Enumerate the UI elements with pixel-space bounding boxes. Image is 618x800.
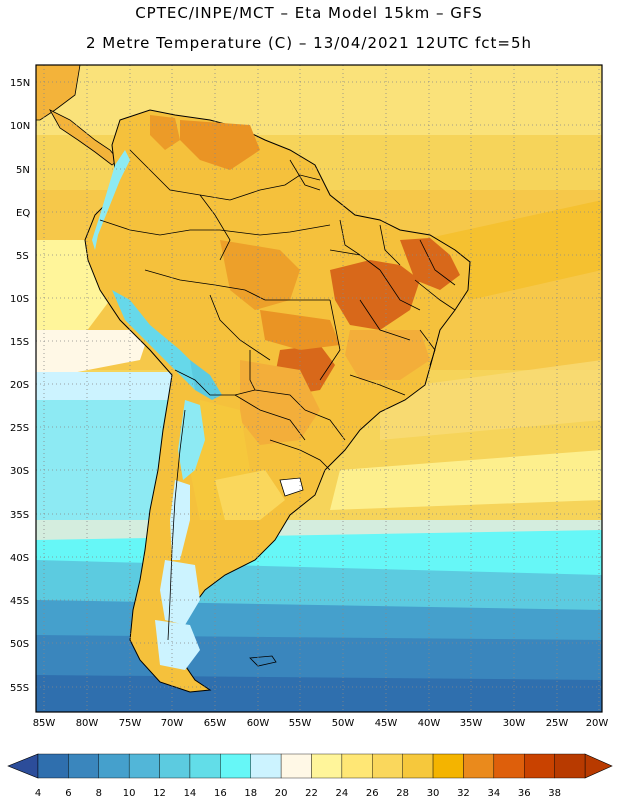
legend-label: 26	[366, 788, 379, 799]
legend-swatch	[159, 753, 191, 779]
legend-label: 14	[184, 788, 197, 799]
legend-swatch	[220, 753, 251, 779]
map-area	[36, 65, 602, 712]
lat-label: 50S	[10, 639, 29, 650]
legend-label: 22	[305, 788, 318, 799]
legend-label: 36	[518, 788, 531, 799]
lon-label: 65W	[204, 718, 227, 729]
lat-label: 15S	[10, 337, 29, 348]
legend-swatch	[463, 753, 495, 779]
legend-swatch	[98, 753, 130, 779]
lat-label: EQ	[16, 208, 30, 219]
legend-swatch	[341, 753, 373, 779]
legend-label: 30	[427, 788, 440, 799]
legend-swatch	[189, 753, 221, 779]
legend-swatch	[372, 753, 403, 779]
lat-label: 10S	[10, 294, 29, 305]
legend-label: 8	[96, 788, 102, 799]
legend-label: 28	[396, 788, 409, 799]
legend-swatch	[432, 753, 464, 779]
andes-cold-strip	[92, 150, 130, 250]
color-legend: 4 6 8 10 12 14 16 18 20 22 24 26 28 30 32 34 36 38	[7, 753, 613, 799]
legend-label: 16	[214, 788, 227, 799]
legend-swatch	[280, 753, 312, 779]
legend-label: 12	[153, 788, 166, 799]
lat-label: 40S	[10, 553, 29, 564]
legend-swatch	[493, 753, 525, 779]
legend-swatch	[37, 753, 69, 779]
lat-label: 45S	[10, 596, 29, 607]
lon-label: 25W	[546, 718, 569, 729]
country-borders	[99, 149, 456, 641]
lon-label: 40W	[418, 718, 441, 729]
legend-label: 6	[65, 788, 71, 799]
lon-label: 50W	[332, 718, 355, 729]
lon-label: 30W	[503, 718, 526, 729]
legend-swatch	[68, 753, 99, 779]
lon-label: 55W	[289, 718, 312, 729]
lat-label: 10N	[10, 121, 30, 132]
legend-arrow-right	[584, 753, 613, 779]
lon-label: 45W	[375, 718, 398, 729]
lon-label: 20W	[586, 718, 609, 729]
lat-label: 15N	[10, 78, 30, 89]
title-line-1: CPTEC/INPE/MCT – Eta Model 15km – GFS	[135, 4, 483, 22]
lat-labels: 15N 10N 5N EQ 5S 10S 15S 20S 25S 30S 35S…	[10, 78, 30, 694]
lon-labels: 85W 80W 75W 70W 65W 60W 55W 50W 45W 40W …	[33, 718, 609, 729]
legend-arrow-left	[7, 753, 39, 779]
legend-label: 32	[457, 788, 470, 799]
lat-label: 35S	[10, 510, 29, 521]
legend-label: 10	[123, 788, 136, 799]
legend-swatch	[250, 753, 282, 779]
lat-label: 5S	[16, 251, 29, 262]
title-line-2: 2 Metre Temperature (C) – 13/04/2021 12U…	[85, 34, 533, 52]
legend-label: 20	[275, 788, 288, 799]
legend-swatch	[311, 753, 343, 779]
legend-label: 34	[487, 788, 500, 799]
lon-label: 60W	[247, 718, 270, 729]
lon-label: 85W	[33, 718, 56, 729]
lon-label: 35W	[460, 718, 483, 729]
lat-label: 55S	[10, 683, 29, 694]
lat-label: 30S	[10, 466, 29, 477]
legend-swatch	[128, 753, 160, 779]
lat-label: 25S	[10, 423, 29, 434]
lat-label: 20S	[10, 380, 29, 391]
lon-label: 70W	[161, 718, 184, 729]
lat-label: 5N	[16, 165, 30, 176]
lon-label: 80W	[76, 718, 99, 729]
legend-swatch	[524, 753, 555, 779]
legend-label: 24	[336, 788, 349, 799]
map-frame	[35, 64, 603, 713]
legend-swatch	[402, 753, 434, 779]
legend-swatch	[554, 753, 586, 779]
lon-label: 75W	[119, 718, 142, 729]
legend-label: 38	[548, 788, 561, 799]
legend-label: 4	[35, 788, 41, 799]
legend-label: 18	[244, 788, 257, 799]
